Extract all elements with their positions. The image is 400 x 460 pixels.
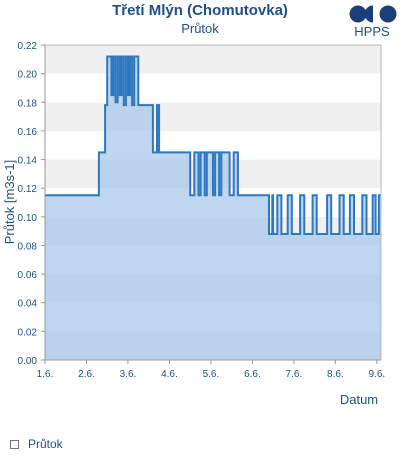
y-tick-label: 0.12 [18, 184, 38, 195]
hpps-logo-icon [349, 5, 397, 23]
grid-band [45, 73, 381, 103]
y-tick-label: 0.14 [18, 156, 38, 167]
y-tick-label: 0.04 [18, 299, 38, 310]
flow-line[interactable] [45, 55, 381, 235]
x-axis-label: Datum [340, 392, 378, 407]
y-tick-label: 0.18 [18, 98, 38, 109]
x-axis: 1.6. 2.6. 3.6. 4.6. 5.6. 6.6. 7.6. 8.6. 9.6. [37, 359, 386, 380]
legend[interactable]: Průtok [10, 437, 63, 451]
x-tick-label: 4.6. [161, 369, 178, 380]
y-tick-label: 0.06 [18, 270, 38, 281]
y-axis-label: Průtok [m3s-1] [2, 160, 17, 245]
x-tick-label: 5.6. [203, 369, 220, 380]
y-tick-label: 0.00 [18, 356, 38, 367]
grid-band [45, 102, 381, 131]
y-tick-label: 0.22 [18, 41, 38, 52]
y-tick-label: 0.02 [18, 327, 38, 338]
x-tick-label: 2.6. [78, 369, 95, 380]
y-tick-label: 0.20 [18, 70, 38, 81]
x-tick-label: 8.6. [327, 369, 344, 380]
chart-title: Třetí Mlýn (Chomutovka) [112, 2, 288, 19]
x-tick-label: 3.6. [120, 369, 137, 380]
chart-subtitle: Průtok [181, 21, 219, 36]
y-tick-label: 0.10 [18, 213, 38, 224]
legend-label: Průtok [28, 437, 63, 451]
x-tick-label: 9.6. [369, 369, 386, 380]
flow-area [45, 56, 381, 360]
grid-band [45, 45, 381, 74]
legend-swatch [10, 439, 19, 449]
x-tick-label: 6.6. [244, 369, 261, 380]
x-tick-label: 1.6. [37, 369, 54, 380]
logo-label: HPPS [354, 24, 390, 39]
y-axis: 0.00 0.02 0.04 0.06 0.08 0.10 0.12 0.14 0.16 0.18… [18, 41, 46, 367]
y-tick-label: 0.16 [18, 127, 38, 138]
x-tick-label: 7.6. [286, 369, 303, 380]
y-tick-label: 0.08 [18, 241, 38, 252]
